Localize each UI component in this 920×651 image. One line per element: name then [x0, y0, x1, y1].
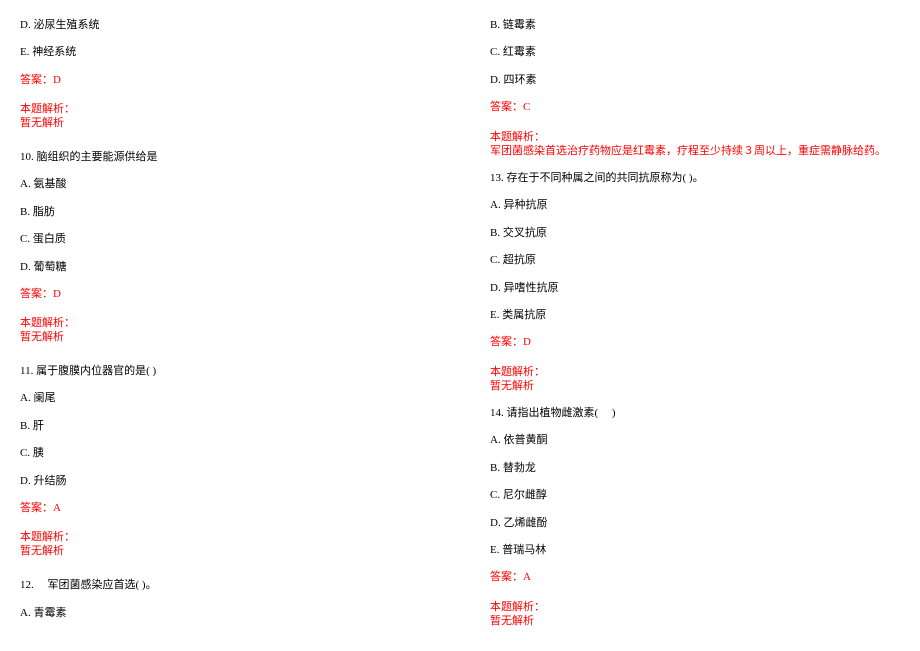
q14-analysis: 本题解析： 暂无解析	[490, 598, 900, 641]
q10-answer: 答案：D	[20, 287, 430, 302]
q14-analysis-label: 本题解析：	[490, 598, 900, 614]
q10-analysis: 本题解析： 暂无解析	[20, 314, 430, 357]
q10-option-a: A. 氨基酸	[20, 177, 430, 192]
q14-analysis-text: 暂无解析	[490, 614, 900, 629]
q13-analysis: 本题解析： 暂无解析	[490, 363, 900, 406]
q9-analysis-label: 本题解析：	[20, 100, 430, 116]
q14-stem: 14. 请指出植物雌激素( )	[490, 406, 900, 421]
q11-analysis-label: 本题解析：	[20, 528, 430, 544]
q12-option-c: C. 红霉素	[490, 45, 900, 60]
q10-stem: 10. 脑组织的主要能源供给是	[20, 150, 430, 165]
q10-option-c: C. 蛋白质	[20, 232, 430, 247]
q12-answer: 答案：C	[490, 100, 900, 115]
q10-option-b: B. 脂肪	[20, 205, 430, 220]
q10-analysis-label: 本题解析：	[20, 314, 430, 330]
q11-option-d: D. 升结肠	[20, 474, 430, 489]
q12-analysis-label: 本题解析：	[490, 128, 900, 144]
q11-option-a: A. 阑尾	[20, 391, 430, 406]
q13-answer: 答案：D	[490, 335, 900, 350]
left-column: D. 泌尿生殖系统 E. 神经系统 答案：D 本题解析： 暂无解析 10. 脑组…	[20, 18, 430, 633]
q13-option-b: B. 交叉抗原	[490, 226, 900, 241]
q14-option-a: A. 依普黄酮	[490, 433, 900, 448]
q14-option-b: B. 替勃龙	[490, 461, 900, 476]
q14-option-e: E. 普瑞马林	[490, 543, 900, 558]
q10-option-d: D. 葡萄糖	[20, 260, 430, 275]
q13-option-e: E. 类属抗原	[490, 308, 900, 323]
q9-option-d: D. 泌尿生殖系统	[20, 18, 430, 33]
q11-analysis-text: 暂无解析	[20, 544, 430, 559]
q11-option-b: B. 肝	[20, 419, 430, 434]
q9-answer: 答案：D	[20, 73, 430, 88]
q12-option-a: A. 青霉素	[20, 606, 430, 621]
q12-stem: 12. 军团菌感染应首选( )。	[20, 578, 430, 593]
q14-option-c: C. 尼尔雌醇	[490, 488, 900, 503]
q14-option-d: D. 乙烯雌酚	[490, 516, 900, 531]
q9-option-e: E. 神经系统	[20, 45, 430, 60]
q9-analysis: 本题解析： 暂无解析	[20, 100, 430, 143]
q11-option-c: C. 胰	[20, 446, 430, 461]
q11-stem: 11. 属于腹膜内位器官的是( )	[20, 364, 430, 379]
q9-analysis-text: 暂无解析	[20, 116, 430, 131]
q14-answer: 答案：A	[490, 570, 900, 585]
q12-option-b: B. 链霉素	[490, 18, 900, 33]
q10-analysis-text: 暂无解析	[20, 330, 430, 345]
q13-option-c: C. 超抗原	[490, 253, 900, 268]
q13-option-a: A. 异种抗原	[490, 198, 900, 213]
q12-analysis: 本题解析： 军团菌感染首选治疗药物应是红霉素，疗程至少持续３周以上，重症需静脉给…	[490, 128, 900, 171]
q11-answer: 答案：A	[20, 501, 430, 516]
q12-option-d: D. 四环素	[490, 73, 900, 88]
q12-analysis-text: 军团菌感染首选治疗药物应是红霉素，疗程至少持续３周以上，重症需静脉给药。	[490, 144, 900, 159]
q13-stem: 13. 存在于不同种属之间的共同抗原称为( )。	[490, 171, 900, 186]
q11-analysis: 本题解析： 暂无解析	[20, 528, 430, 571]
q13-analysis-label: 本题解析：	[490, 363, 900, 379]
q13-option-d: D. 异嗜性抗原	[490, 281, 900, 296]
q13-analysis-text: 暂无解析	[490, 379, 900, 394]
right-column: B. 链霉素 C. 红霉素 D. 四环素 答案：C 本题解析： 军团菌感染首选治…	[490, 18, 900, 633]
